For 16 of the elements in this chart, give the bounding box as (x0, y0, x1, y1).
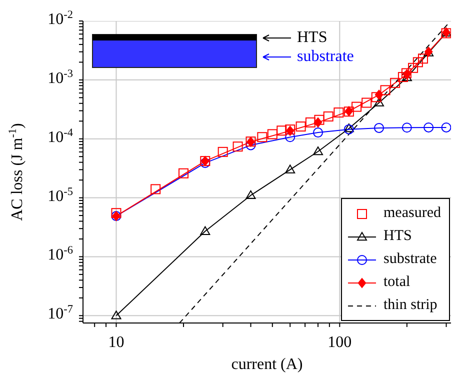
y-tick-label: 10$^{-3}$ (48, 68, 74, 87)
y-tick-label: 10$^{-5}$ (48, 186, 74, 205)
x-axis-title: current (A) (231, 356, 303, 373)
legend-label: substrate (384, 251, 437, 268)
legend-label: measured (384, 205, 441, 222)
annotation: substrate (297, 47, 354, 67)
annotation: HTS (297, 28, 328, 48)
legend-label: thin strip (384, 297, 438, 314)
x-tick-label: 10 (108, 334, 124, 351)
y-tick-label: 10$^{-7}$ (48, 304, 74, 323)
y-tick-label: 10$^{-4}$ (48, 126, 74, 146)
x-tick-label: 100 (328, 334, 352, 351)
y-tick-label: 10$^{-2}$ (48, 9, 73, 28)
legend-label: HTS (384, 228, 412, 245)
y-tick-label: 10$^{-6}$ (48, 244, 74, 264)
legend-label: total (384, 274, 410, 291)
